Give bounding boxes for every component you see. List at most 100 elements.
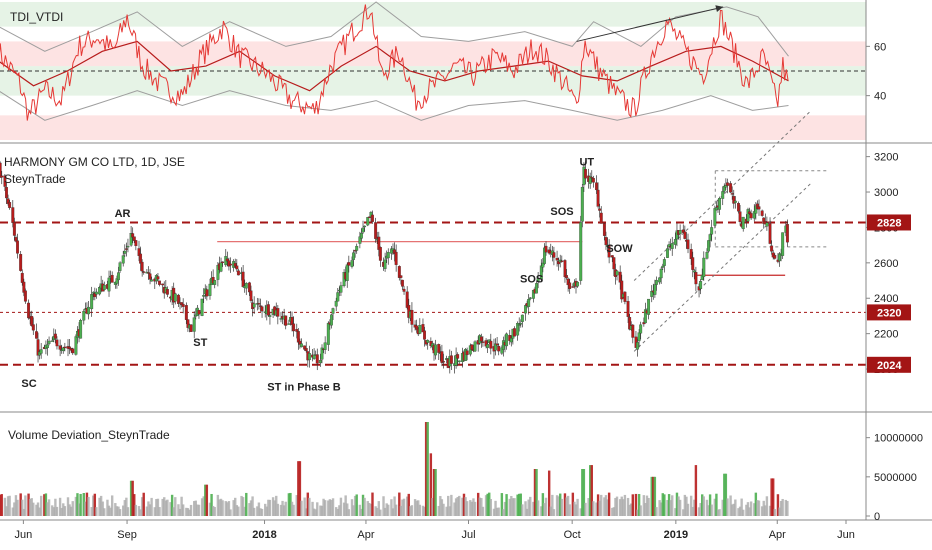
volume-bar bbox=[481, 506, 485, 516]
volume-bar bbox=[555, 495, 559, 516]
candle bbox=[576, 281, 580, 287]
candle bbox=[623, 291, 627, 302]
candle bbox=[102, 284, 106, 290]
volume-bar bbox=[256, 506, 259, 516]
candle bbox=[449, 355, 453, 364]
candle bbox=[47, 340, 51, 344]
volume-bar bbox=[377, 501, 380, 516]
candle bbox=[494, 343, 497, 351]
volume-bar bbox=[314, 509, 317, 516]
volume-bar bbox=[694, 465, 698, 516]
candle bbox=[318, 360, 322, 364]
candle bbox=[517, 324, 521, 326]
x-tick-label: 2019 bbox=[664, 529, 688, 541]
volume-bar bbox=[383, 507, 387, 516]
volume-bar bbox=[742, 509, 745, 516]
volume-bar bbox=[461, 497, 464, 516]
candle bbox=[304, 348, 308, 352]
volume-bar bbox=[582, 469, 586, 516]
volume-bar bbox=[402, 498, 406, 516]
candle bbox=[692, 270, 696, 273]
candle bbox=[46, 344, 49, 349]
volume-bar bbox=[63, 506, 67, 516]
tdi-zone-red bbox=[0, 41, 866, 67]
candle bbox=[39, 349, 43, 354]
annotation-label: AR bbox=[115, 208, 131, 220]
volume-bar bbox=[439, 496, 442, 516]
volume-bar bbox=[683, 494, 687, 516]
volume-bar bbox=[715, 493, 718, 516]
volume-bar bbox=[614, 497, 617, 516]
volume-bar bbox=[525, 508, 529, 516]
volume-bar bbox=[30, 498, 33, 516]
volume-bar bbox=[678, 499, 682, 516]
volume-bar bbox=[169, 502, 172, 516]
candle bbox=[754, 205, 758, 214]
volume-bar bbox=[424, 422, 428, 516]
volume-bar bbox=[92, 495, 95, 516]
volume-bar bbox=[115, 506, 119, 516]
volume-bar bbox=[24, 495, 27, 516]
volume-bar bbox=[200, 498, 204, 516]
volume-bar bbox=[405, 496, 409, 516]
candle bbox=[197, 309, 201, 315]
candle bbox=[312, 354, 316, 359]
volume-bar bbox=[346, 503, 349, 516]
volume-bar bbox=[106, 499, 109, 516]
volume-bar bbox=[122, 505, 125, 516]
candle bbox=[607, 244, 611, 258]
volume-bar bbox=[740, 498, 743, 516]
candle bbox=[186, 319, 190, 328]
volume-bar bbox=[705, 499, 709, 516]
volume-bar bbox=[55, 506, 59, 516]
candle bbox=[620, 280, 624, 300]
volume-bar bbox=[595, 502, 598, 516]
volume-bar bbox=[174, 497, 177, 516]
candle bbox=[227, 260, 231, 267]
candle bbox=[596, 189, 600, 207]
volume-bar bbox=[749, 501, 753, 516]
volume-bar bbox=[221, 500, 224, 516]
candle bbox=[528, 297, 532, 299]
volume-bar bbox=[273, 500, 276, 516]
volume-bar bbox=[260, 508, 264, 516]
volume-bar bbox=[368, 502, 371, 516]
volume-bar bbox=[331, 498, 335, 516]
volume-bar bbox=[618, 499, 622, 516]
volume-bar bbox=[316, 502, 319, 516]
x-tick-label: Jun bbox=[837, 529, 855, 541]
volume-bar bbox=[636, 509, 639, 516]
volume-bar bbox=[213, 506, 216, 516]
candle bbox=[509, 337, 513, 343]
volume-bar bbox=[387, 504, 390, 516]
volume-bar bbox=[659, 502, 663, 516]
volume-bar bbox=[549, 506, 552, 516]
candle bbox=[202, 295, 206, 297]
volume-bar bbox=[753, 503, 756, 516]
price-subtitle: SteynTrade bbox=[4, 172, 66, 186]
annotation-label: ST bbox=[193, 337, 207, 349]
volume-bar bbox=[410, 505, 414, 516]
volume-bar bbox=[626, 497, 630, 516]
volume-bar bbox=[360, 508, 363, 516]
volume-bar bbox=[139, 509, 142, 516]
candle bbox=[12, 222, 16, 236]
candle bbox=[323, 342, 327, 350]
candle bbox=[686, 239, 690, 250]
volume-bar bbox=[109, 507, 112, 516]
candle bbox=[82, 311, 86, 321]
candle bbox=[598, 208, 602, 211]
volume-bar bbox=[336, 508, 339, 516]
volume-bar bbox=[615, 496, 619, 516]
volume-bar bbox=[265, 506, 268, 516]
volume-bar bbox=[82, 493, 85, 516]
candle bbox=[241, 271, 245, 287]
volume-bar bbox=[737, 508, 740, 516]
candle bbox=[205, 289, 209, 297]
candle bbox=[399, 275, 403, 278]
volume-bar bbox=[726, 498, 729, 516]
volume-bar bbox=[322, 498, 325, 516]
volume-bar bbox=[661, 493, 664, 516]
annotation-label: SOW bbox=[606, 243, 633, 255]
volume-bar bbox=[98, 497, 101, 516]
